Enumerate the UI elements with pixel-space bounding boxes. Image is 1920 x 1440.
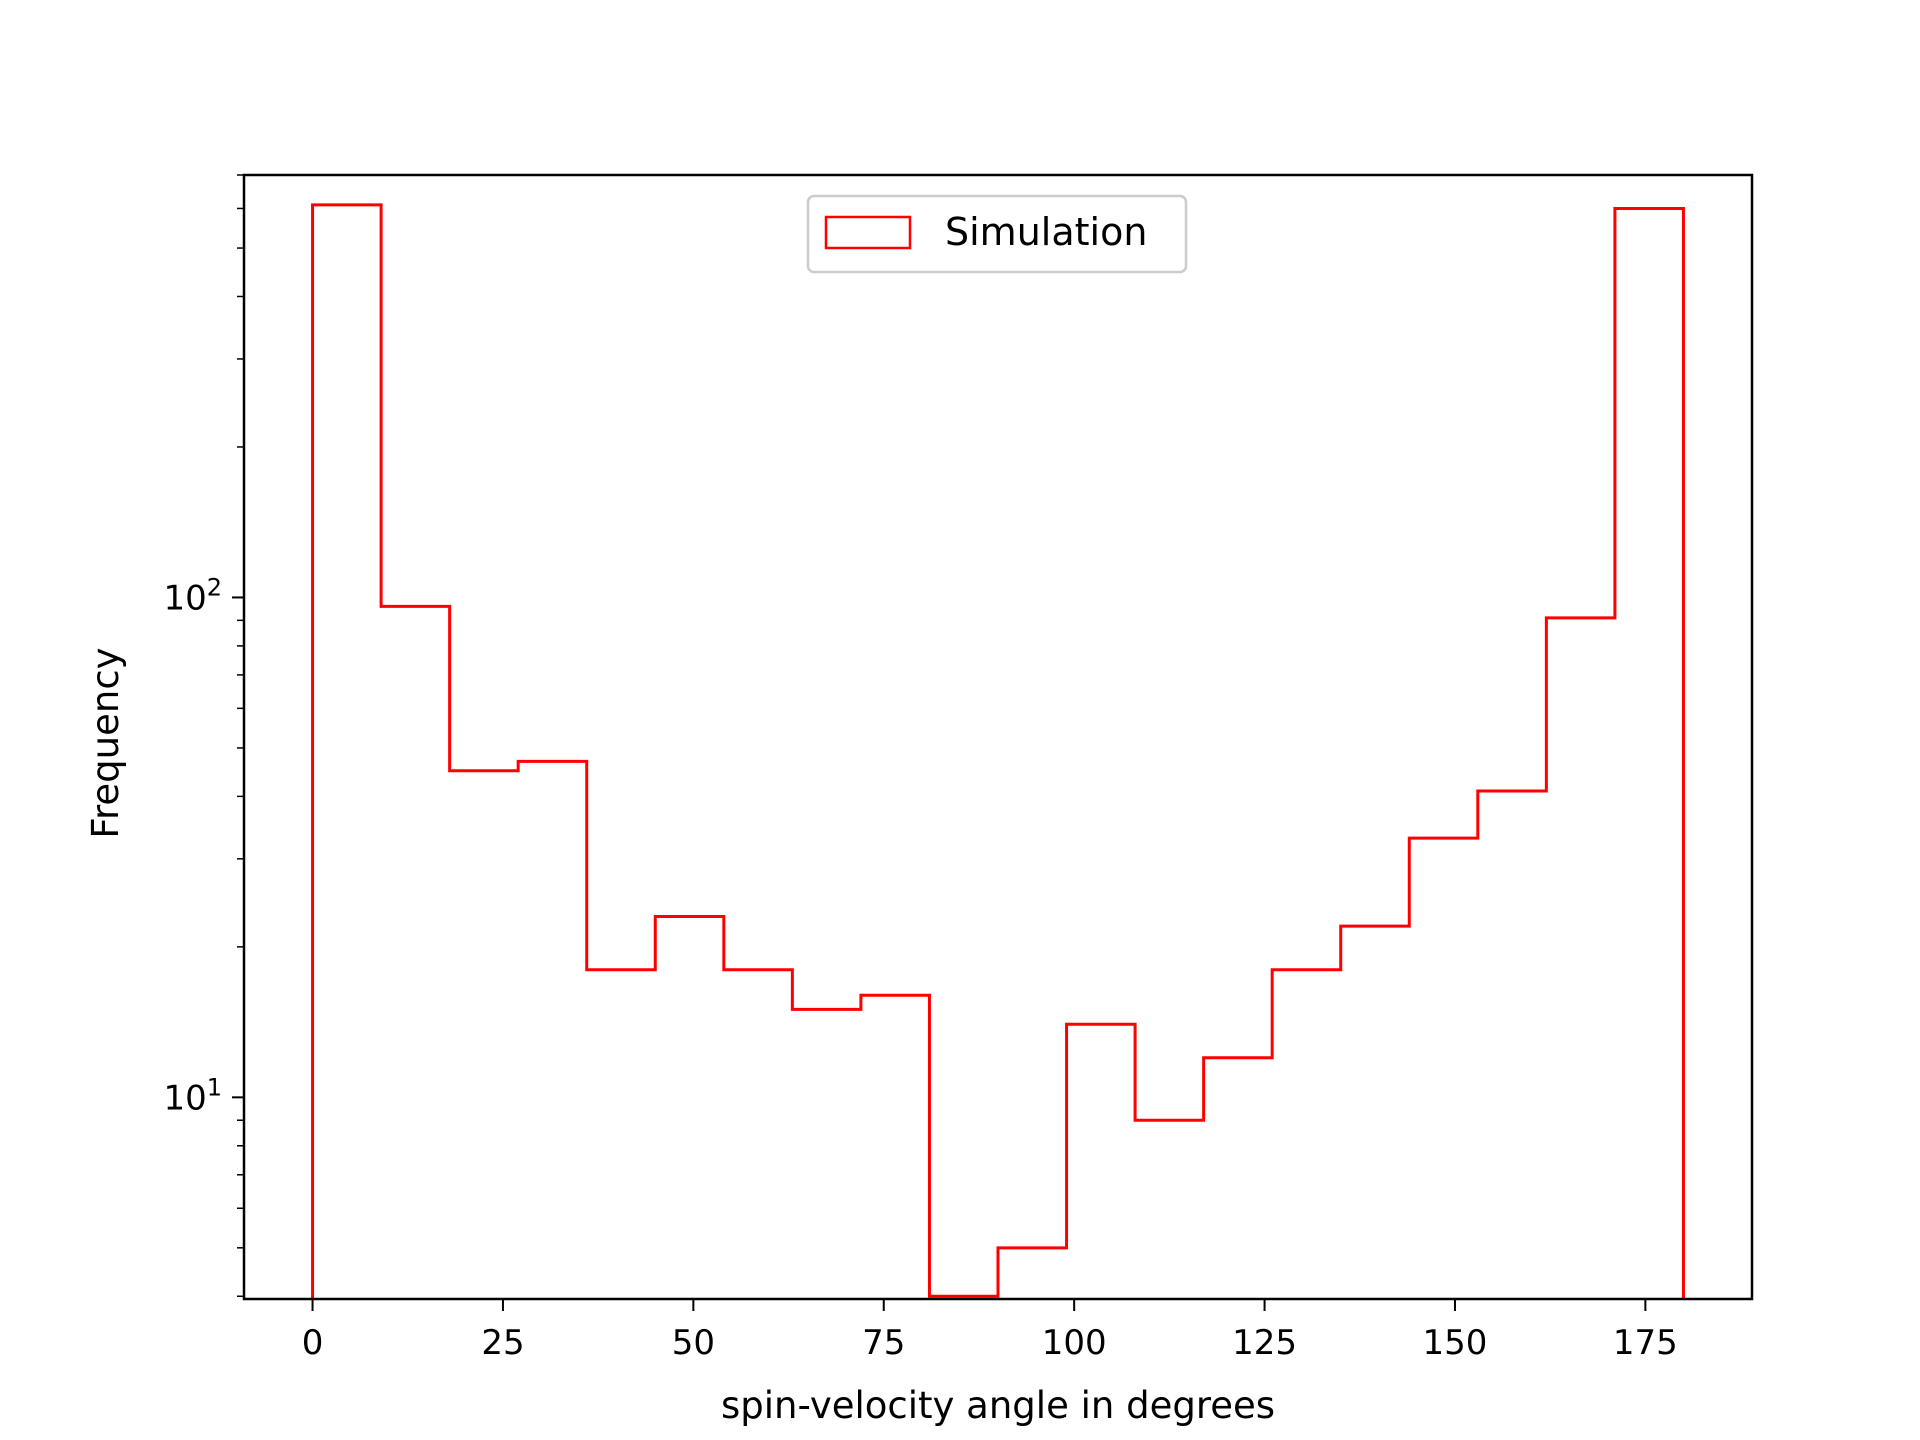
y-tick-label: 101 (163, 1073, 222, 1118)
x-tick-label: 150 (1423, 1323, 1488, 1363)
y-tick-label: 102 (163, 573, 222, 618)
x-axis-ticks: 0 25 50 75 100 125 150 175 (302, 1299, 1678, 1363)
axes-frame (242, 173, 1754, 1301)
x-tick-label: 75 (862, 1323, 905, 1363)
x-tick-label: 0 (302, 1323, 324, 1363)
x-tick-label: 25 (481, 1323, 524, 1363)
x-axis-label: spin-velocity angle in degrees (721, 1384, 1275, 1427)
plot-area (311, 203, 1685, 1299)
x-tick-label: 175 (1613, 1323, 1678, 1363)
x-tick-label: 125 (1232, 1323, 1297, 1363)
legend-label-simulation: Simulation (945, 210, 1147, 254)
y-axis-ticks: 101 102 (163, 174, 244, 1298)
x-tick-label: 100 (1042, 1323, 1107, 1363)
x-tick-label: 50 (672, 1323, 715, 1363)
legend-swatch-simulation (824, 215, 912, 250)
y-axis-label: Frequency (84, 647, 127, 838)
legend: Simulation (806, 194, 1188, 274)
histogram-step-simulation (311, 203, 1685, 1299)
legend-frame (806, 194, 1188, 274)
